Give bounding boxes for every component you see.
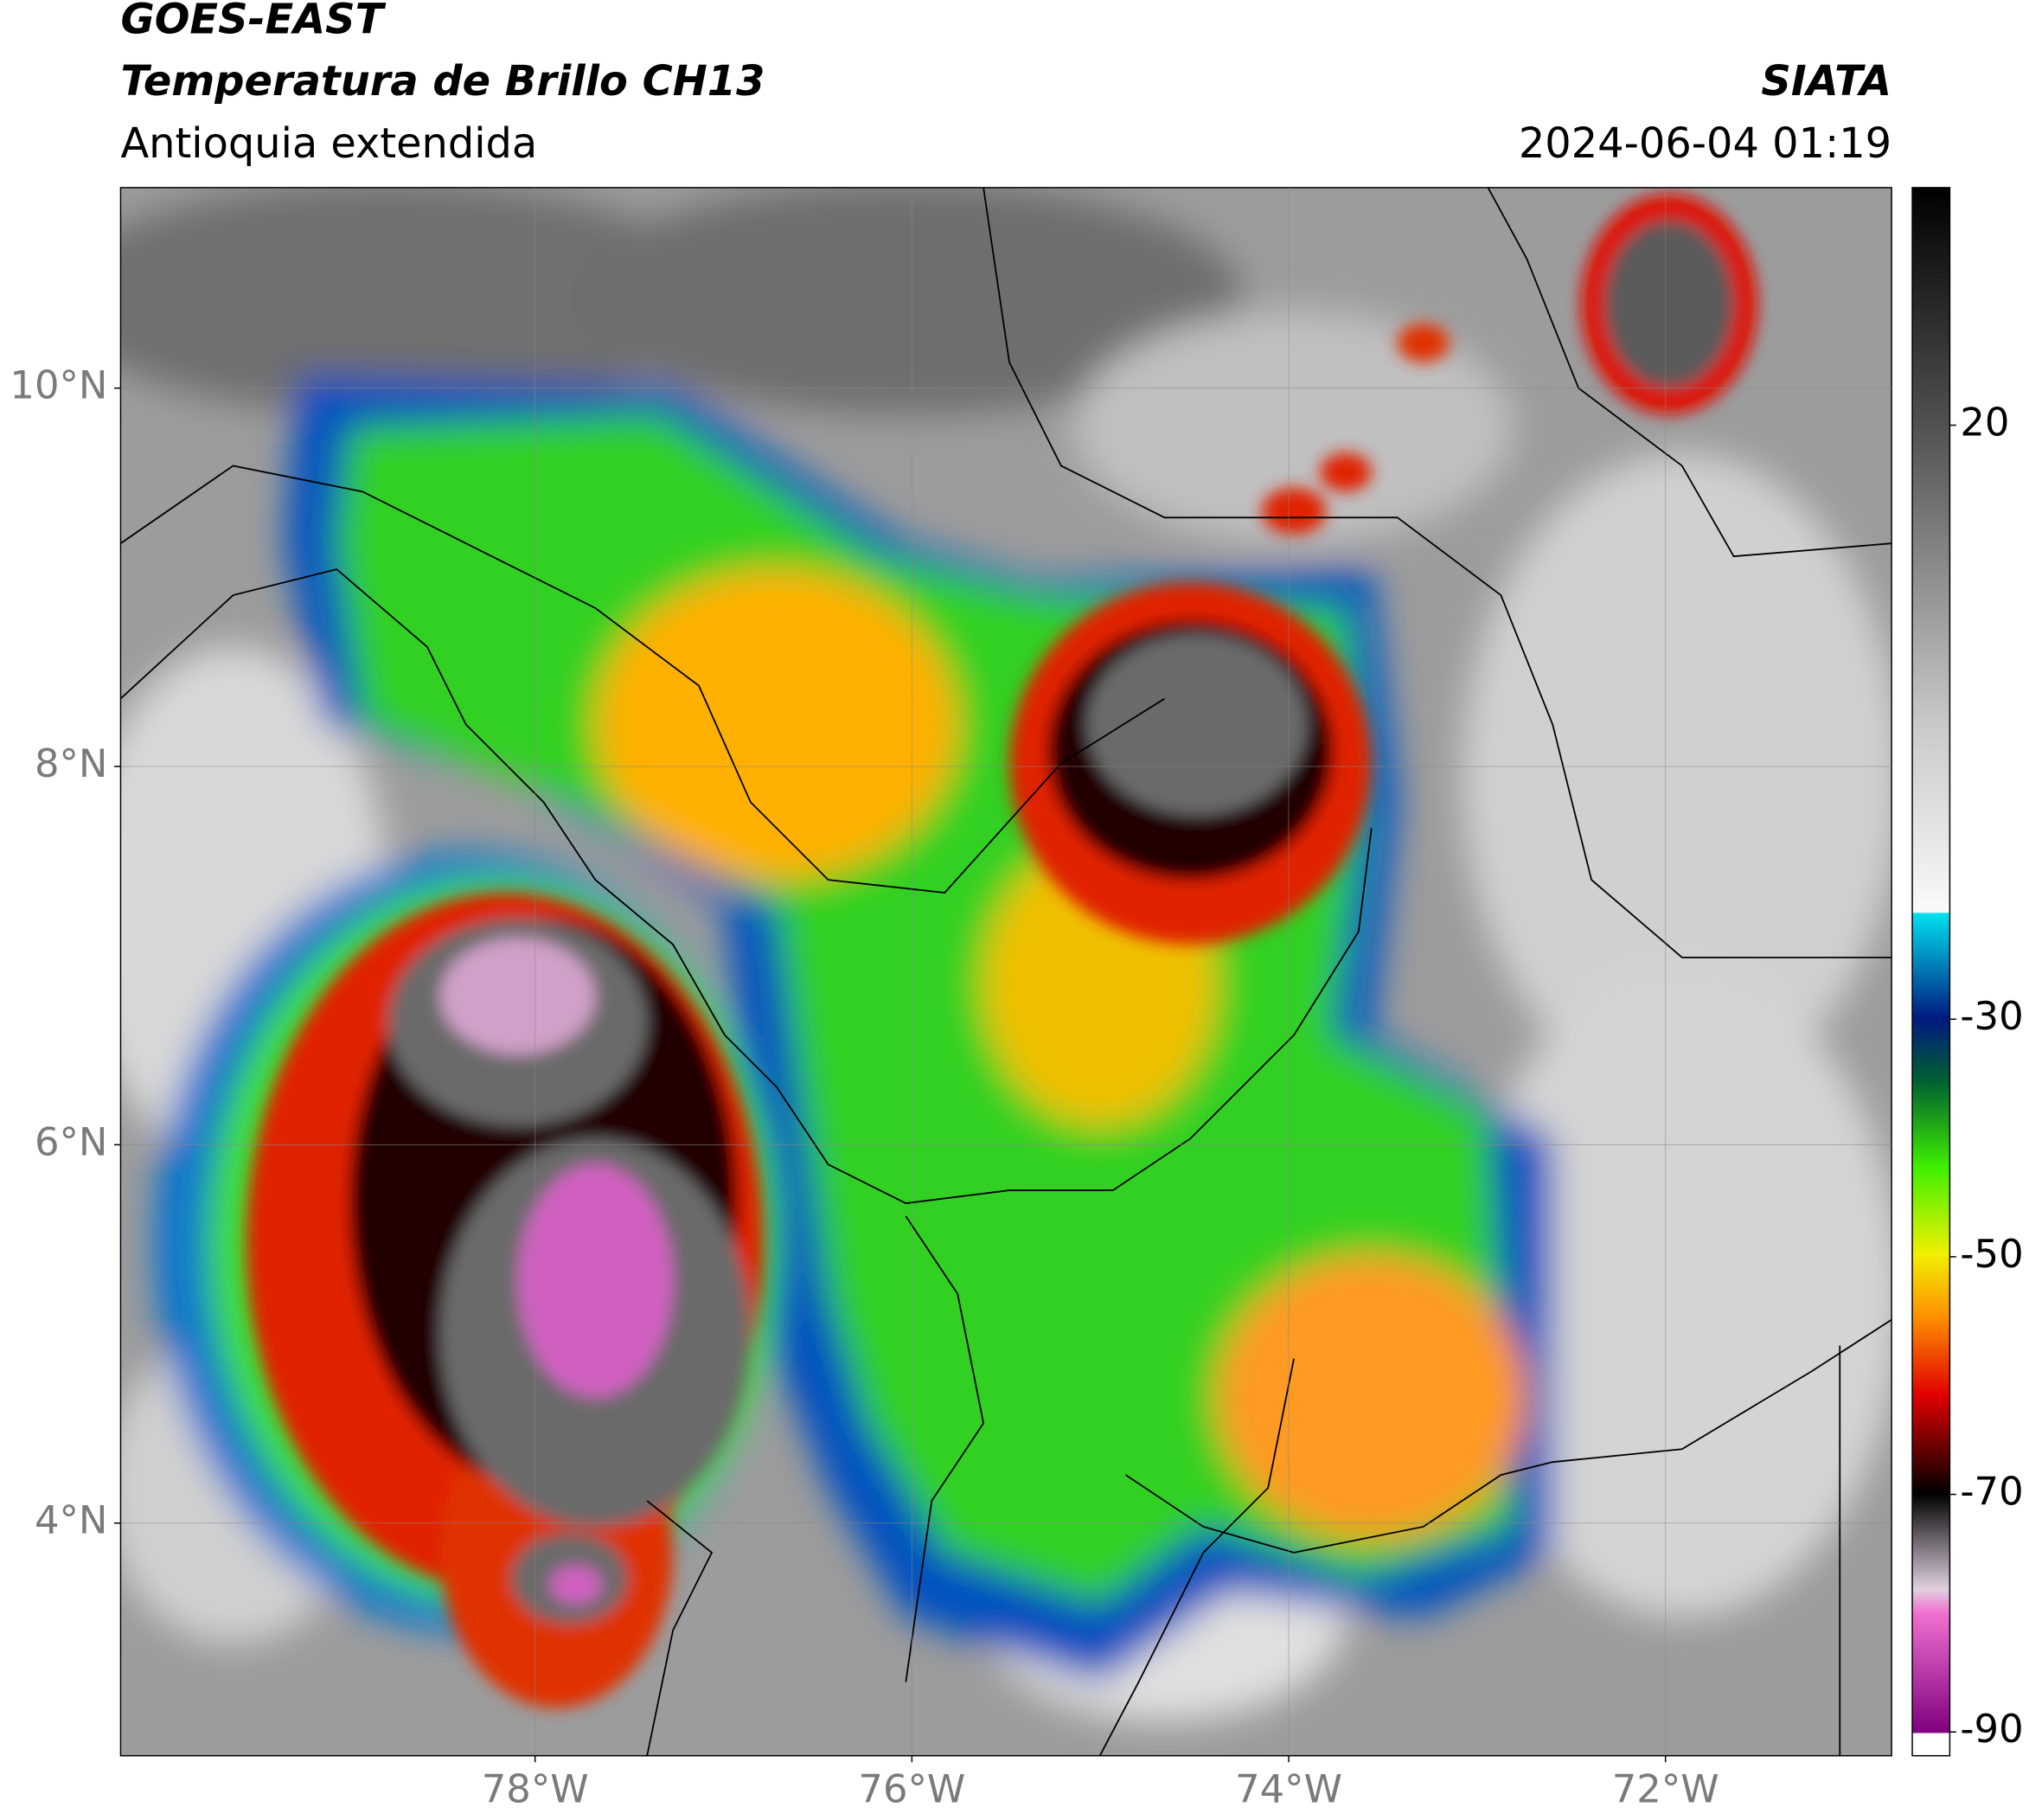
region: Antioquia extendida (120, 120, 537, 168)
lon-tick-label: 78°W (482, 1766, 589, 1812)
colorbar (1911, 187, 1951, 1757)
subtitle: Temperatura de Brillo CH13 (120, 58, 765, 106)
datetime: 2024-06-04 01:19 (1519, 120, 1891, 168)
colorbar-tick-label: -70 (1960, 1469, 2023, 1515)
lon-tick-label: 72°W (1612, 1766, 1719, 1812)
colorbar-tick-label: -30 (1960, 993, 2023, 1039)
lat-tick-label: 4°N (35, 1497, 108, 1543)
lat-tick-label: 8°N (35, 740, 108, 786)
lat-tick-label: 6°N (35, 1118, 108, 1164)
lat-tick-label: 10°N (10, 362, 107, 408)
map-frame (119, 187, 1892, 1757)
lon-tick-label: 76°W (858, 1766, 965, 1812)
colorbar-tick-label: -90 (1960, 1706, 2023, 1752)
colorbar-tick-label: -50 (1960, 1231, 2023, 1277)
colorbar-tick-label: 20 (1960, 400, 2009, 445)
title: GOES-EAST (120, 0, 386, 43)
source: SIATA (1761, 58, 1891, 106)
borders (120, 187, 1892, 1756)
satellite-image (120, 187, 1892, 1756)
lon-tick-label: 74°W (1235, 1766, 1342, 1812)
